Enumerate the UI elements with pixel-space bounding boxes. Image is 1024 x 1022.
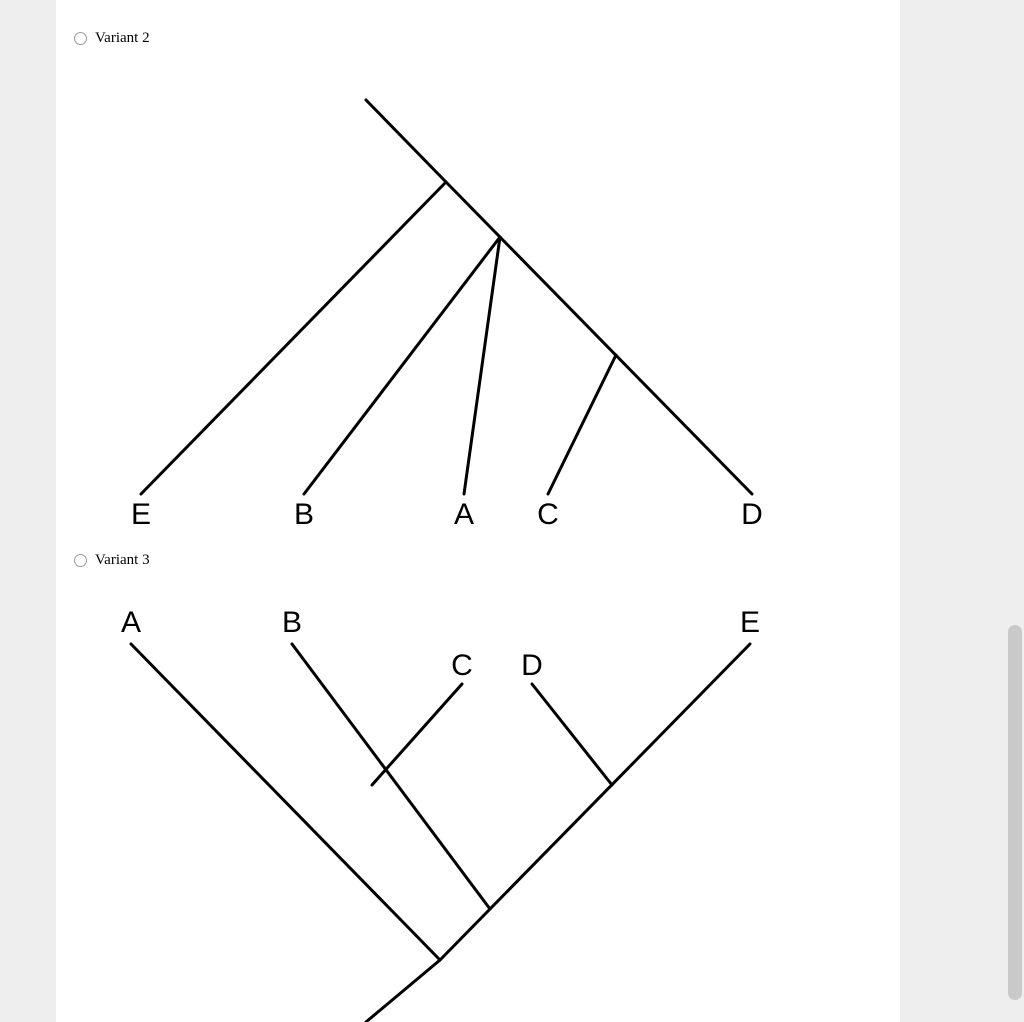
tree-edge [131,644,440,960]
tip-label: B [294,498,314,531]
tip-label: A [454,498,474,531]
option-variant-2[interactable]: Variant 2 [74,30,150,47]
answer-card: Variant 2 E B A C D Variant 3 A B C D E [56,0,900,1022]
tree-variant-2: EBACD [56,50,900,540]
tree-edge [141,182,446,494]
option-label: Variant 2 [95,30,150,47]
tree-edge [372,684,462,785]
tip-label: D [521,649,543,682]
tip-label: E [131,498,151,531]
tip-label: B [282,606,302,639]
option-label: Variant 3 [95,552,150,569]
radio-icon [74,32,87,45]
tip-label: C [537,498,559,531]
tip-label: D [741,498,763,531]
scrollbar-thumb[interactable] [1008,625,1022,1000]
tip-label: C [451,649,473,682]
option-variant-3[interactable]: Variant 3 [74,552,150,569]
tree-edge [532,684,612,785]
tree-edge [548,355,616,494]
tree-edge [366,960,440,1022]
tip-label: E [740,606,760,639]
tip-label: A [121,606,141,639]
tree-edge [440,644,750,960]
radio-icon [74,554,87,567]
tree-edge [446,182,752,494]
tree-edge [366,100,446,182]
tree-variant-3: A B C D E [56,572,900,1022]
